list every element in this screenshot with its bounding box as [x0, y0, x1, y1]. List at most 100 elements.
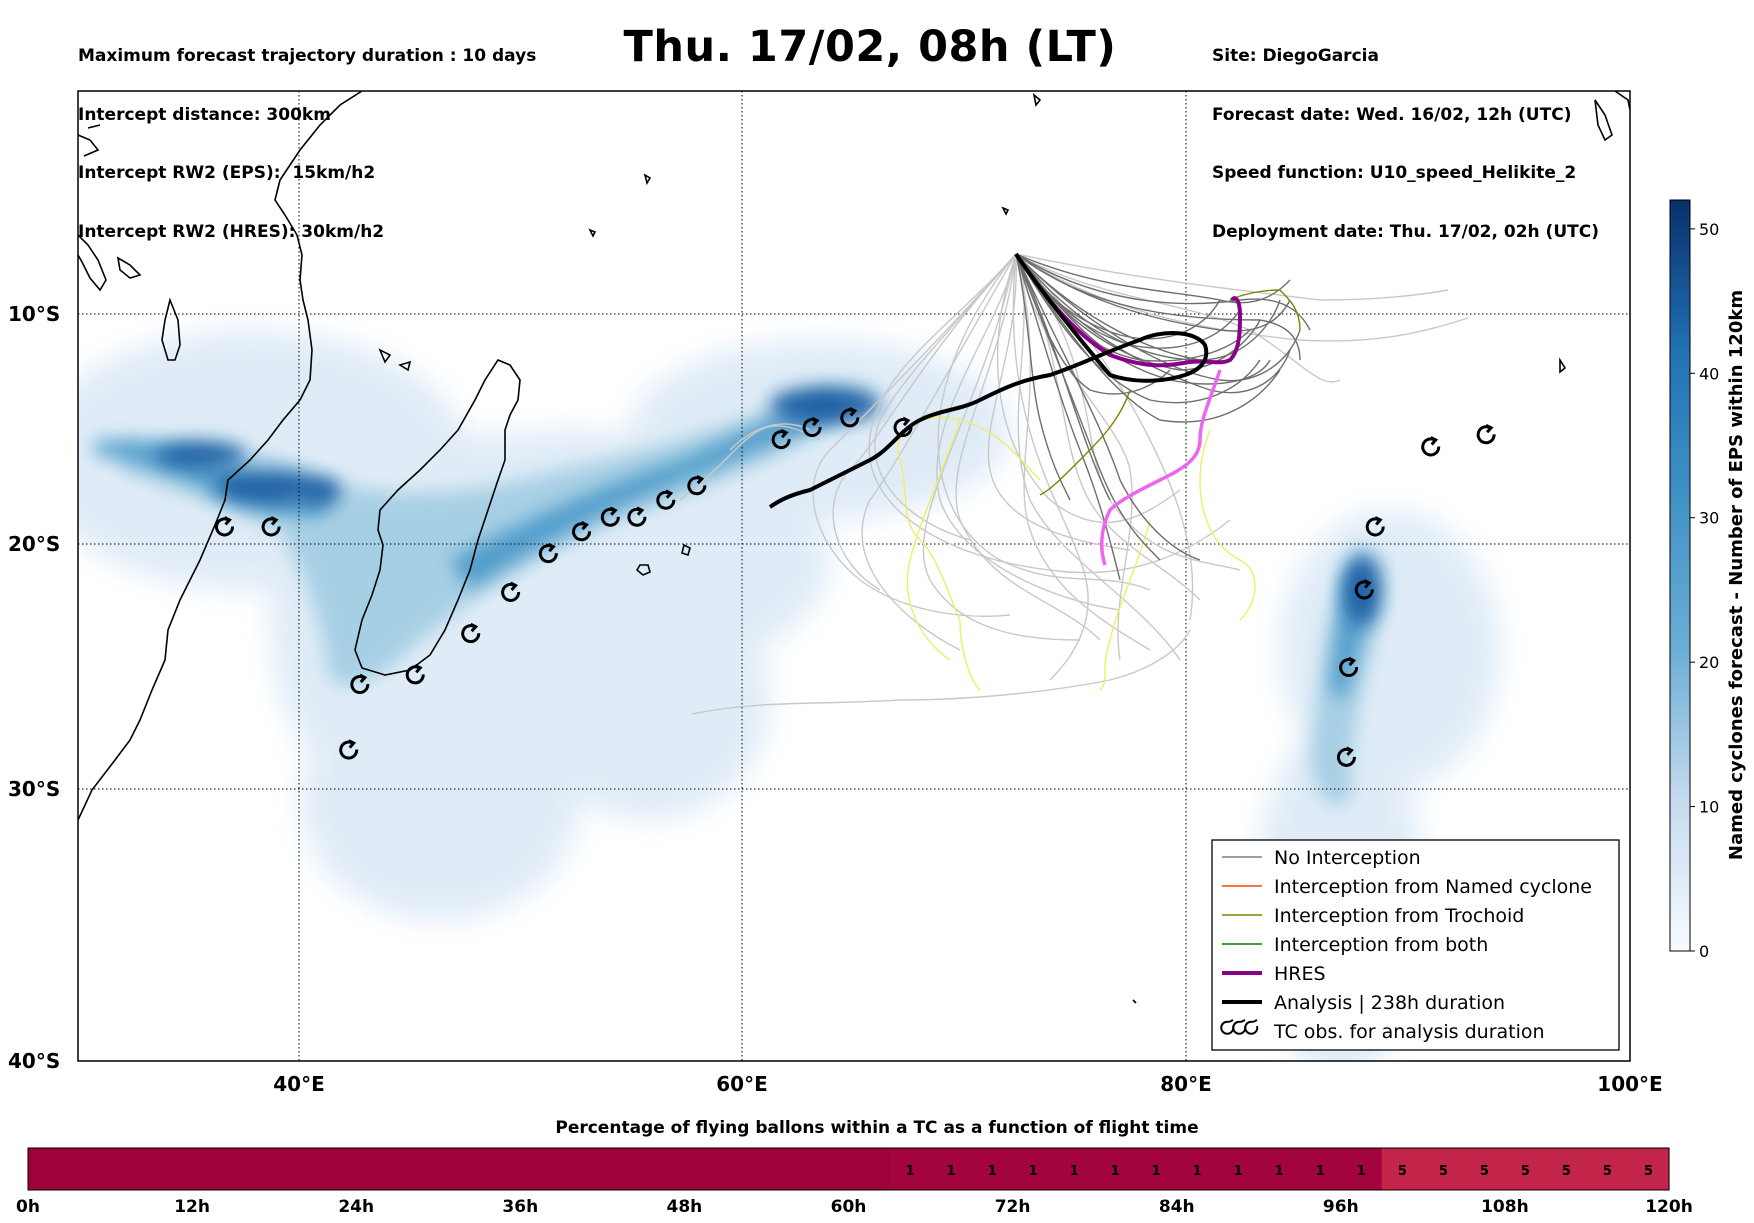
header-left-info: Maximum forecast trajectory duration : 1… — [78, 8, 536, 262]
timebar-tick-label: 48h — [667, 1197, 703, 1217]
timebar-cell — [1422, 1148, 1465, 1190]
colorbar-tick-label: 40 — [1699, 364, 1719, 383]
timebar-cell — [1135, 1148, 1178, 1190]
cyclone-icon-arc — [215, 517, 235, 537]
cyclone-icon — [1354, 579, 1374, 600]
colorbar-tick-label: 50 — [1699, 220, 1719, 239]
lat-label-20s: 20°S — [8, 532, 60, 556]
timebar-tick-label: 36h — [502, 1197, 538, 1217]
cyclone-icon-arrow — [780, 428, 789, 439]
lat-label-40s: 40°S — [8, 1049, 60, 1073]
header-right-info: Site: DiegoGarcia Forecast date: Wed. 16… — [1212, 8, 1599, 262]
timebar-cell — [315, 1148, 357, 1190]
cyclone-icon — [802, 416, 822, 437]
timebar-cell — [151, 1148, 193, 1190]
timebar-cell-value: 1 — [988, 1164, 997, 1179]
timebar-cell-value: 5 — [1644, 1164, 1653, 1179]
lon-label-80e: 80°E — [1160, 1072, 1212, 1096]
cyclone-icon — [339, 739, 359, 760]
header-line-deployment-date: Deployment date: Thu. 17/02, 02h (UTC) — [1212, 221, 1599, 242]
timebar-cell — [684, 1148, 727, 1190]
cyclone-icon-arc — [1354, 580, 1374, 600]
cyclone-icon — [1421, 436, 1441, 457]
timebar-cell-value: 5 — [1603, 1164, 1612, 1179]
cyclone-icon-arrow — [1363, 579, 1372, 589]
timebar-cell — [602, 1148, 644, 1190]
cyclone-icon-arrow — [811, 416, 820, 427]
cyclone-icon-arrow — [348, 739, 357, 749]
timebar-cell — [356, 1148, 398, 1190]
coastlines — [78, 91, 1630, 1004]
timebar-tick-label: 60h — [831, 1197, 867, 1217]
cyclone-icon-arc — [802, 418, 822, 437]
timebar-cell — [1012, 1148, 1055, 1190]
timebar-cell-value: 1 — [1234, 1164, 1243, 1179]
cyclone-icon — [656, 489, 676, 510]
cyclone-icon — [261, 516, 281, 537]
map-gridlines — [78, 91, 1630, 1061]
cyclone-icon — [893, 416, 913, 437]
timebar-cell — [848, 1148, 891, 1190]
cyclone-icon — [627, 506, 647, 527]
timebar-ticks: 0h 12h 24h 36h 48h 60h 72h 84h 96h 108h 120h — [16, 1197, 1693, 1217]
cyclone-icon — [1476, 423, 1496, 445]
cyclone-icon-arrow — [470, 622, 479, 633]
timebar-cell — [1586, 1148, 1629, 1190]
timebar-cell — [1463, 1148, 1506, 1190]
timebar-cell — [192, 1148, 234, 1190]
header-line-forecast-date: Forecast date: Wed. 16/02, 12h (UTC) — [1212, 104, 1572, 125]
header-line-intercept-distance: Intercept distance: 300km — [78, 104, 331, 125]
lat-label-10s: 10°S — [8, 302, 60, 326]
timebar-cell — [233, 1148, 275, 1190]
eps-trajectories-light — [679, 253, 1469, 715]
cyclone-icon-arc — [405, 665, 425, 685]
timebar-cell-value: 1 — [1029, 1164, 1038, 1179]
timebar-title: Percentage of flying ballons within a TC… — [555, 1118, 1199, 1138]
legend-labels: No Interception Interception from Named … — [1273, 847, 1592, 1043]
legend-label-hres: HRES — [1274, 963, 1326, 985]
page-title: Thu. 17/02, 08h (LT) — [0, 22, 1754, 72]
pink-trajectory — [1099, 369, 1222, 566]
timebar-cell — [110, 1148, 152, 1190]
timebar-cell — [971, 1148, 1014, 1190]
cyclone-icon-arc — [656, 490, 676, 510]
timebar-cell-value: 1 — [1316, 1164, 1325, 1179]
colorbar: 0 10 20 30 40 50 Named cyclones forecast - Nu… — [1669, 199, 1747, 961]
timebar-tick-label: 72h — [995, 1197, 1031, 1217]
timebar-cell — [1504, 1148, 1547, 1190]
timebar-cell — [1094, 1148, 1137, 1190]
cyclone-icon — [572, 520, 592, 542]
timebar-cell — [1545, 1148, 1588, 1190]
legend-label-both: Interception from both — [1274, 934, 1488, 956]
map-frame — [77, 90, 1631, 1062]
colorbar-ticks: 0 10 20 30 40 50 — [1690, 220, 1719, 961]
timebar-cell — [1627, 1148, 1670, 1190]
timebar-cell — [1340, 1148, 1383, 1190]
cyclone-icon-arc — [840, 408, 860, 428]
cyclone-icon-arrow — [1345, 746, 1354, 756]
timebar-cell — [1381, 1148, 1424, 1190]
timebar-cell — [69, 1148, 111, 1190]
cyclone-icon-arrow — [609, 506, 618, 516]
timebar-tick-label: 0h — [16, 1197, 40, 1217]
cyclone-icon-arc — [261, 517, 281, 537]
header-line-site: Site: DiegoGarcia — [1212, 46, 1379, 66]
cyclone-icon — [687, 474, 707, 496]
timebar-cell — [438, 1148, 480, 1190]
timebar-cell-value: 1 — [947, 1164, 956, 1179]
header-line-speed-function: Speed function: U10_speed_Helikite_2 — [1212, 163, 1577, 183]
timebar-cell-value: 1 — [1152, 1164, 1161, 1179]
lat-label-30s: 30°S — [8, 777, 60, 801]
cyclone-icon-arc — [1365, 517, 1385, 537]
cyclone-icon-arrow — [509, 581, 519, 591]
timebar-cell-value: 5 — [1562, 1164, 1571, 1179]
timebar-cell-value: 5 — [1521, 1164, 1530, 1179]
cyclone-icon-arc — [572, 522, 592, 542]
cyclone-icon — [461, 622, 481, 644]
cyclone-icon-arrow — [223, 516, 232, 526]
cyclone-icon-arrow — [270, 516, 279, 526]
cyclone-icon-arrow — [547, 542, 556, 553]
header-line-intercept-hres: Intercept RW2 (HRES): 30km/h2 — [78, 221, 385, 242]
cyclone-icon-arc — [771, 430, 791, 450]
